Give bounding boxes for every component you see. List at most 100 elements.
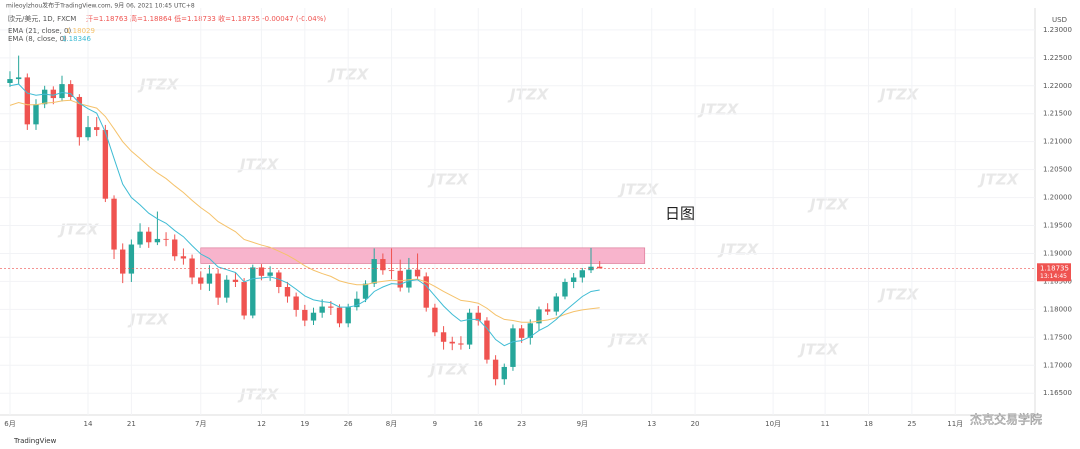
legend-name: EMA (8, close, 0) — [8, 35, 67, 43]
candle-body — [85, 127, 91, 138]
footer-logo: TradingView — [13, 437, 57, 445]
x-tick-label: 8月 — [386, 420, 397, 428]
ohlc-text: 开=1.18763 高=1.18864 低=1.18733 收=1.18735 … — [86, 14, 326, 23]
svg-text:JTZX: JTZX — [57, 221, 100, 239]
candle-body — [518, 328, 525, 338]
candle-body — [50, 89, 57, 99]
y-tick-label: 1.22000 — [1043, 82, 1072, 90]
candle-body — [440, 332, 447, 342]
x-tick-label: 21 — [127, 420, 136, 428]
candle-body — [94, 127, 100, 130]
candle-body — [172, 239, 178, 257]
y-tick-label: 1.21000 — [1043, 138, 1072, 146]
svg-text:JTZX: JTZX — [807, 196, 850, 214]
svg-text:JTZX: JTZX — [127, 311, 170, 329]
y-tick-label: 1.18500 — [1043, 277, 1072, 285]
candle-body — [544, 309, 551, 312]
watermarks: JTZX JTZX JTZX JTZX JTZX JTZX JTZX JTZX JTZX J… — [57, 66, 1020, 404]
candle-body — [336, 307, 343, 324]
svg-text:JTZX: JTZX — [137, 76, 180, 94]
legend-name: EMA (21, close, 0) — [8, 27, 71, 35]
candle-body — [206, 273, 213, 284]
countdown: 13:14:45 — [1040, 273, 1067, 280]
candle-body — [258, 267, 265, 276]
ema-line — [9, 83, 600, 347]
candle-body — [492, 359, 499, 380]
candle-body — [380, 259, 386, 271]
x-tick-label: 16 — [474, 420, 483, 428]
candle-body — [7, 79, 13, 83]
last-price-box — [1037, 263, 1071, 282]
svg-text:JTZX: JTZX — [507, 86, 550, 104]
candle-body — [362, 283, 369, 299]
candle-body — [67, 84, 74, 97]
candle-body — [241, 281, 247, 316]
publisher: mileoylzhou发布于TradingView.com, 9月 06, 20… — [6, 2, 195, 10]
candle-body — [397, 270, 403, 288]
candle-body — [24, 77, 31, 125]
y-tick-label: 1.23000 — [1043, 26, 1072, 34]
candle-body — [466, 312, 473, 345]
y-tick-label: 1.20000 — [1043, 194, 1072, 202]
candle-body — [302, 309, 308, 321]
candle-body — [111, 198, 117, 250]
candle-body — [388, 270, 395, 272]
watermark-text: 杰克交易学院 — [970, 412, 1042, 427]
candle-body — [163, 238, 169, 240]
candle-body — [310, 312, 317, 321]
candle-body — [250, 267, 256, 316]
x-tick-label: 25 — [907, 420, 916, 428]
candle-body — [414, 269, 421, 277]
candle-body — [76, 96, 83, 138]
candle-body — [232, 279, 239, 282]
svg-text:JTZX: JTZX — [717, 241, 760, 259]
svg-text:JTZX: JTZX — [427, 361, 470, 379]
y-tick-label: 1.17000 — [1043, 361, 1072, 369]
y-tick-label: 1.18000 — [1043, 305, 1072, 313]
candle-body — [484, 320, 490, 360]
y-tick-label: 1.17500 — [1043, 333, 1072, 341]
candle-body — [198, 277, 204, 284]
candle-body — [319, 306, 325, 313]
svg-text:JTZX: JTZX — [697, 101, 740, 119]
svg-text:JTZX: JTZX — [617, 181, 660, 199]
candle-body — [41, 89, 48, 105]
candle-body — [15, 77, 22, 80]
candle-body — [588, 266, 594, 271]
legend-value: 1.18029 — [66, 27, 95, 35]
candle-body — [267, 272, 273, 276]
svg-text:JTZX: JTZX — [427, 171, 470, 189]
candle-body — [527, 323, 533, 338]
candle-body — [146, 231, 152, 243]
candle-body — [59, 84, 65, 99]
candle-body — [137, 231, 143, 245]
candle-body — [120, 249, 126, 274]
annotation: 日图 — [665, 205, 695, 223]
candle-body — [570, 277, 577, 282]
x-tick-label: 9 — [433, 420, 437, 428]
x-tick-label: 13 — [647, 420, 656, 428]
candle-body — [510, 328, 516, 367]
svg-text:JTZX: JTZX — [977, 171, 1020, 189]
svg-text:JTZX: JTZX — [237, 386, 280, 404]
y-tick-label: 1.19000 — [1043, 249, 1072, 257]
svg-text:JTZX: JTZX — [877, 86, 920, 104]
legend-value: 1.18346 — [62, 35, 91, 43]
candle-body — [371, 259, 377, 284]
currency: USD — [1052, 16, 1067, 24]
candle-body — [536, 309, 542, 324]
candle-body — [553, 296, 559, 312]
candle-body — [354, 298, 360, 308]
x-tick-label: 14 — [84, 420, 93, 428]
candle-body — [475, 312, 481, 321]
candle-body — [215, 273, 221, 298]
candle-body — [449, 341, 455, 344]
candle-body — [432, 307, 438, 333]
candle-body — [284, 287, 291, 297]
candle-body — [180, 256, 187, 259]
candle-body — [458, 343, 464, 345]
svg-text:JTZX: JTZX — [797, 341, 840, 359]
x-tick-label: 11月 — [947, 420, 963, 428]
